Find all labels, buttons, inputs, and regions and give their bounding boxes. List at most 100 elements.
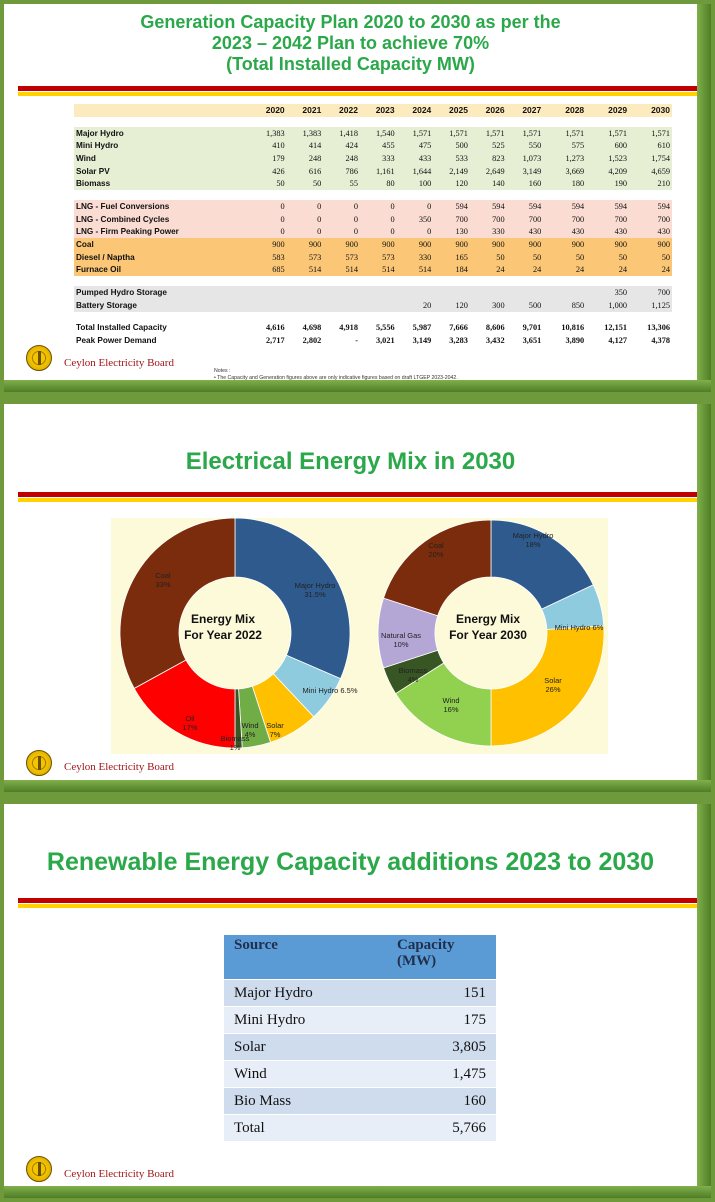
value-cell: 1,571: [565, 128, 585, 138]
table-row: LNG - Fuel Conversions 0 0 0 0 0 594 594 594 594 5…: [74, 200, 672, 213]
value-cell: 1,125: [651, 300, 670, 310]
renewable-table-body: Major Hydro 151 Mini Hydro 175 Solar 3,805 Win…: [224, 980, 496, 1141]
value-cell: 430: [657, 227, 670, 237]
value-cell: [287, 299, 324, 312]
donut2-center-line1: Energy Mix: [455, 612, 521, 626]
value-cell: 573: [382, 252, 395, 262]
value-cell: 430: [571, 227, 585, 237]
spacer-row: [74, 311, 672, 322]
renewable-table: Source Capacity (MW) Major Hydro 151 Mini …: [224, 934, 496, 1142]
donut1-slice-major-hydro: [234, 517, 351, 680]
ceb-logo-icon: [26, 750, 52, 776]
value-cell: 4,127: [608, 336, 628, 346]
title-red-stripe: [18, 86, 697, 91]
org-name: Ceylon Electricity Board: [64, 761, 174, 773]
value-cell: 1,073: [522, 153, 542, 163]
value-cell: 575: [571, 141, 585, 151]
donut2-label-natural-gas: Natural Gas 10%: [381, 631, 421, 649]
donut2-center-label: Energy Mix For Year 2030: [433, 612, 543, 643]
donut1-label-oil: Oil 17%: [182, 714, 197, 732]
value-cell: 330: [418, 252, 432, 262]
value-cell: 3,149: [412, 336, 432, 346]
value-cell: 350: [418, 214, 432, 224]
header-source: Source: [224, 935, 387, 979]
value-cell: 600: [614, 141, 628, 151]
value-cell: 475: [418, 141, 432, 151]
value-cell: [470, 286, 507, 299]
value-cell: 700: [657, 288, 670, 298]
value-cell: 3,890: [565, 336, 585, 346]
value-cell: 24: [532, 265, 542, 275]
donut1-label-coal: Coal 33%: [155, 571, 171, 589]
value-cell: 823: [492, 153, 505, 163]
value-cell: 414: [308, 141, 322, 151]
source-cell: Bio Mass: [224, 1088, 387, 1114]
value-cell: 1,523: [608, 153, 628, 163]
row-label: Furnace Oil: [76, 265, 122, 275]
slide-right-border: [697, 4, 711, 392]
slide-right-border: [697, 804, 711, 1198]
value-cell: 0: [353, 227, 358, 237]
year-header: 2027: [522, 105, 542, 116]
value-cell: 4,659: [651, 166, 670, 176]
row-label: Solar PV: [76, 166, 110, 176]
value-cell: 0: [317, 214, 322, 224]
value-cell: 514: [345, 265, 358, 275]
value-cell: [507, 286, 544, 299]
table-row: LNG - Combined Cycles 0 0 0 0 350 700 700 700 700…: [74, 212, 672, 226]
donut2-center-line2: For Year 2030: [449, 627, 527, 642]
row-label: Mini Hydro: [76, 141, 119, 151]
table-row: Solar PV 426 616 786 1,161 1,644 2,149 2,649 3,1…: [74, 164, 672, 178]
table-row: Pumped Hydro Storage 350 700: [74, 286, 672, 299]
value-cell: 700: [571, 214, 585, 224]
table-row: Biomass 50 50 55 80 100 120 140 160 180 190 210: [74, 177, 672, 191]
value-cell: 4,918: [339, 323, 358, 333]
value-cell: 248: [345, 153, 358, 163]
row-label: Major Hydro: [76, 128, 124, 138]
source-cell: Mini Hydro: [224, 1007, 387, 1033]
capacity-cell: 3,805: [387, 1034, 496, 1060]
value-cell: 100: [418, 179, 432, 189]
value-cell: 4,616: [265, 323, 285, 333]
source-cell: Wind: [224, 1061, 387, 1087]
value-cell: 1,383: [302, 128, 322, 138]
value-cell: 430: [614, 227, 628, 237]
spacer-cell: [74, 116, 672, 127]
value-cell: [397, 286, 434, 299]
slide-bottom-border: [4, 380, 711, 392]
value-cell: 0: [390, 227, 395, 237]
value-cell: 500: [455, 141, 468, 151]
spacer-cell: [74, 276, 672, 287]
donut2-label-solar: Solar 26%: [544, 676, 562, 694]
value-cell: 24: [661, 265, 670, 275]
ceb-logo-icon: [26, 345, 52, 371]
row-label: Biomass: [76, 179, 111, 189]
donut2-slice-solar: [490, 625, 605, 747]
value-cell: 573: [345, 252, 358, 262]
row-label: Coal: [76, 240, 94, 250]
donut2-label-major-hydro: Major Hydro 18%: [513, 531, 554, 549]
value-cell: 900: [418, 240, 432, 250]
donut1-center-line2: For Year 2022: [184, 627, 262, 642]
value-cell: 594: [571, 201, 585, 211]
value-cell: 616: [308, 166, 322, 176]
year-header: 2023: [375, 105, 395, 116]
row-label: Wind: [76, 153, 96, 163]
value-cell: 120: [455, 300, 468, 310]
slide-right-border: [697, 404, 711, 792]
table-row: LNG - Firm Peaking Power 0 0 0 0 0 130 330 430 43…: [74, 225, 672, 239]
table-row: Furnace Oil 685 514 514 514 514 184 24 24 24 24 24: [74, 263, 672, 277]
value-cell: [323, 299, 360, 312]
value-cell: 2,802: [302, 336, 322, 346]
value-cell: [360, 286, 397, 299]
value-cell: 13,306: [647, 323, 670, 333]
year-header: 2022: [339, 105, 358, 116]
table-row: Diesel / Naptha 583 573 573 573 330 165 50 50 50 5…: [74, 250, 672, 264]
value-cell: 0: [353, 201, 358, 211]
value-cell: 1,571: [608, 128, 628, 138]
value-cell: 1,540: [375, 128, 395, 138]
slide-capacity-plan: Generation Capacity Plan 2020 to 2030 as…: [4, 4, 711, 392]
header-blank: [74, 104, 250, 117]
value-cell: 430: [528, 227, 542, 237]
value-cell: 0: [390, 214, 395, 224]
